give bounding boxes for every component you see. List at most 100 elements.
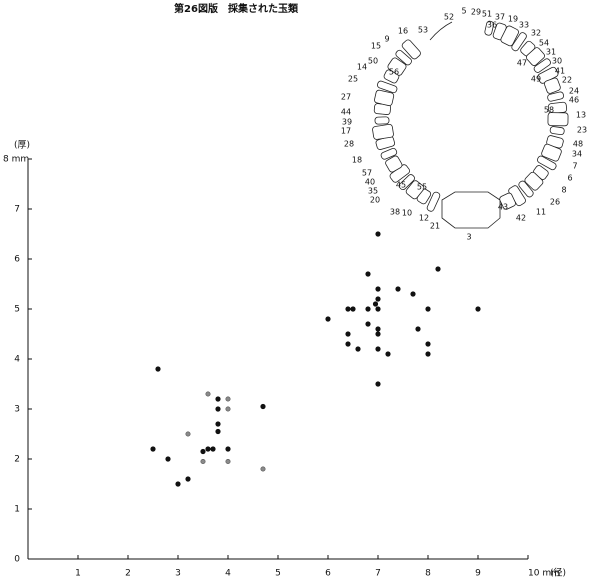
y-tick-label: 3 [14,405,20,415]
x-tick-label: 3 [175,569,181,579]
bead-label: 41 [555,67,565,76]
point [375,296,381,302]
bead-label: 30 [552,57,562,66]
point [425,351,431,357]
bead-label: 12 [419,214,429,223]
x-tick-label: 7 [375,569,381,579]
bead-label: 54 [539,39,549,48]
bead [374,116,390,125]
bead [377,80,398,94]
bead [544,77,561,94]
y-tick-label: 6 [14,255,20,265]
point [365,306,371,312]
point [185,476,191,482]
point [205,446,211,452]
point [200,458,206,464]
point [475,306,481,312]
bead-label: 55 [417,183,427,192]
point [385,351,391,357]
bead [524,171,544,191]
point [435,266,441,272]
bead [401,39,421,60]
bead-label: 44 [341,108,351,117]
point [260,466,266,472]
bead-label: 8 [561,186,566,195]
bead-label: 16 [398,27,408,36]
bead-label: 33 [519,21,529,30]
bead [387,57,407,76]
bead [511,32,527,52]
point [225,396,231,402]
bead-label: 20 [370,196,380,205]
bead [374,89,395,107]
bead-necklace [372,20,569,229]
y-tick-label: 2 [14,455,20,465]
bead-label: 35 [368,187,378,196]
bead [499,192,516,210]
bead-label: 15 [371,42,381,51]
bead [405,180,425,200]
bead-label: 57 [362,169,372,178]
bead [372,123,394,140]
point [425,306,431,312]
bead [541,143,562,162]
bead-label: 34 [572,150,582,159]
point [225,406,231,412]
bead-label: 19 [508,15,518,24]
bead [380,147,398,160]
x-tick-label: 1 [75,569,81,579]
bead-label: 10 [402,209,412,218]
bead-label: 48 [573,140,583,149]
bead [395,49,412,66]
bead-label: 11 [536,208,546,217]
y-tick-label: 7 [14,205,20,215]
x-tick-label: 8 [425,569,431,579]
point [215,406,221,412]
bead [500,25,519,47]
point [410,291,416,297]
bead-label: 25 [348,75,358,84]
bead [398,174,415,191]
bead-label: 56 [389,68,399,77]
bead [537,155,557,171]
large-bead [441,191,501,229]
point [345,341,351,347]
y-tick-label: 5 [14,305,20,315]
string [429,21,453,41]
point [215,396,221,402]
x-tick-label: 9 [475,569,481,579]
y-axis-label: (厚) [14,140,30,151]
bead-label: 26 [550,198,560,207]
bead [547,91,564,102]
chart-title: 第26図版 採集された玉類 [174,2,299,15]
point [375,346,381,352]
point [205,391,211,397]
bead-label: 53 [418,26,428,35]
point [365,271,371,277]
point [375,231,381,237]
bead-label: 18 [352,156,362,165]
point [345,331,351,337]
bead-label: 6 [567,174,572,183]
bead-label: 5 [461,7,466,16]
x-tick-label: 2 [125,569,131,579]
bead-label: 47 [517,59,527,68]
bead-label: 46 [569,96,579,105]
point [345,306,351,312]
point [165,456,171,462]
point [150,446,156,452]
bead [526,47,545,66]
point [395,286,401,292]
x-tick-label: 5 [275,569,281,579]
bead [385,155,403,173]
bead-label: 39 [342,118,352,127]
bead-label: 23 [577,126,587,135]
point [375,326,381,332]
bead-label: 29 [471,8,481,17]
point [375,381,381,387]
bead-label: 51 [482,10,492,19]
point [210,446,216,452]
bead-label: 3 [466,233,471,242]
bead-label: 28 [344,140,354,149]
y-tick-label: 1 [14,505,20,515]
